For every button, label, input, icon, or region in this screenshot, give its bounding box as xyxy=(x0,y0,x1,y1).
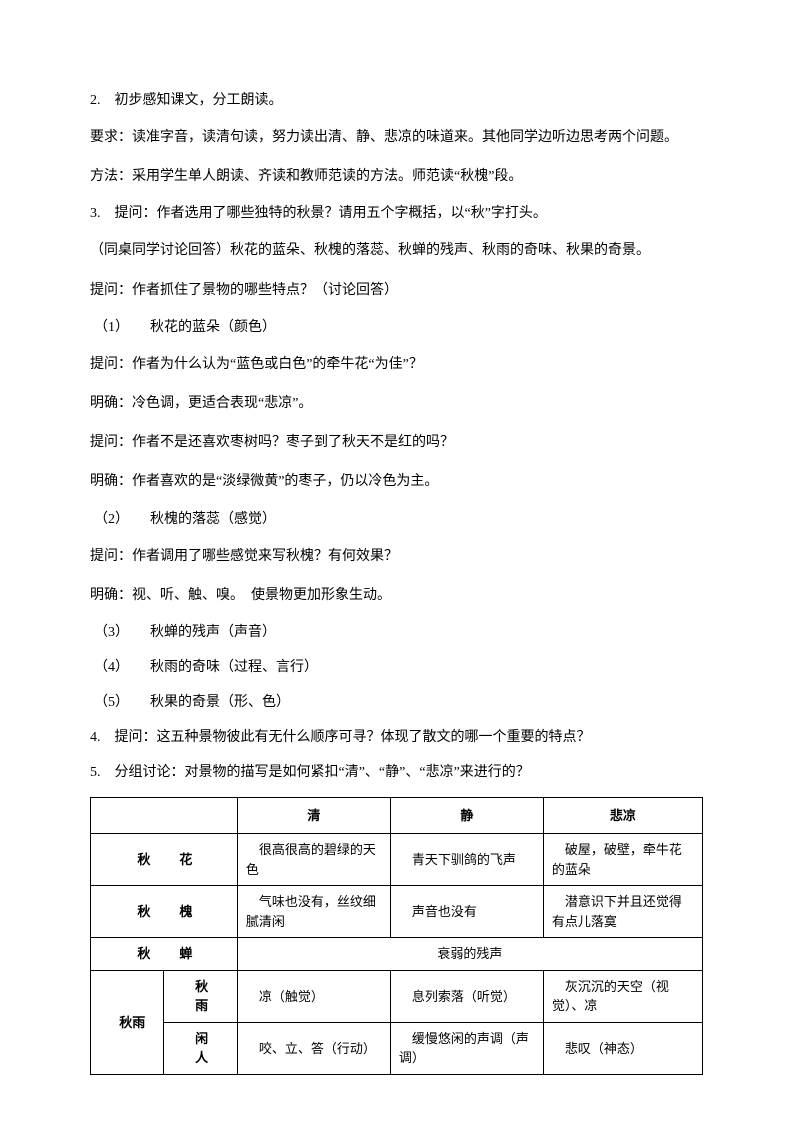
row-label-xianren: 闲 人 xyxy=(164,1022,237,1074)
cell-qiuhua-qing: 很高很高的碧绿的天色 xyxy=(237,834,390,886)
question-features: 提问：作者抓住了景物的哪些特点？（讨论回答） xyxy=(90,278,703,303)
cell-qiuhua-jing: 青天下驯鸽的飞声 xyxy=(390,834,543,886)
table-header-row: 清 静 悲凉 xyxy=(91,797,703,834)
sub-item-1: （1） 秋花的蓝朵（颜色） xyxy=(90,317,703,338)
method-line: 方法：采用学生单人朗读、齐读和教师范读的方法。师范读“秋槐”段。 xyxy=(90,164,703,189)
answer-jujube: 明确：作者喜欢的是“淡绿微黄”的枣子，仍以冷色为主。 xyxy=(90,469,703,494)
row-label-qiuyu-inner: 秋 雨 xyxy=(164,970,237,1022)
analysis-table: 清 静 悲凉 秋 花 很高很高的碧绿的天色 青天下驯鸽的飞声 破屋，破壁，牵牛花… xyxy=(90,797,703,1075)
cell-xianren-qing: 咬、立、答（行动） xyxy=(237,1022,390,1074)
table-row-qiuhuai: 秋 槐 气味也没有，丝纹细腻清闲 声音也没有 潜意识下并且还觉得有点儿落寞 xyxy=(91,886,703,938)
item-5: 5. 分组讨论：对景物的描写是如何紧扣“清”、“静”、“悲凉”来进行的？ xyxy=(90,762,703,783)
header-beiliang: 悲凉 xyxy=(543,797,702,834)
cell-qiuhuai-qing: 气味也没有，丝纹细腻清闲 xyxy=(237,886,390,938)
item-2: 2. 初步感知课文，分工朗读。 xyxy=(90,90,703,111)
cell-qiuhuai-jing: 声音也没有 xyxy=(390,886,543,938)
sub-item-5: （5） 秋果的奇景（形、色） xyxy=(90,692,703,713)
cell-qiuyu-beiliang: 灰沉沉的天空（视觉）、凉 xyxy=(543,970,702,1022)
question-senses: 提问：作者调用了哪些感觉来写秋槐？有何效果？ xyxy=(90,544,703,569)
answer-senses: 明确：视、听、触、嗅。 使景物更加形象生动。 xyxy=(90,583,703,608)
question-jujube: 提问：作者不是还喜欢枣树吗？枣子到了秋天不是红的吗？ xyxy=(90,430,703,455)
discussion-answer: （同桌同学讨论回答）秋花的蓝朵、秋槐的落蕊、秋蝉的残声、秋雨的奇味、秋果的奇景。 xyxy=(90,238,703,263)
cell-qiuhuai-beiliang: 潜意识下并且还觉得有点儿落寞 xyxy=(543,886,702,938)
sub-item-4: （4） 秋雨的奇味（过程、言行） xyxy=(90,657,703,678)
sub-item-3: （3） 秋蝉的残声（声音） xyxy=(90,622,703,643)
cell-qiuchan-merged: 衰弱的残声 xyxy=(237,938,702,971)
cell-xianren-jing: 缓慢悠闲的声调（声调） xyxy=(390,1022,543,1074)
sub-item-2: （2） 秋槐的落蕊（感觉） xyxy=(90,509,703,530)
row-label-qiuhua: 秋 花 xyxy=(91,834,238,886)
question-blue-white: 提问：作者为什么认为“蓝色或白色”的牵牛花“为佳”？ xyxy=(90,352,703,377)
cell-qiuyu-jing: 息列索落（听觉） xyxy=(390,970,543,1022)
row-label-qiuchan: 秋 蝉 xyxy=(91,938,238,971)
answer-cold-tone: 明确：冷色调，更适合表现“悲凉”。 xyxy=(90,391,703,416)
cell-qiuhua-beiliang: 破屋，破壁，牵牛花的蓝朵 xyxy=(543,834,702,886)
table-row-xianren: 闲 人 咬、立、答（行动） 缓慢悠闲的声调（声调） 悲叹（神态） xyxy=(91,1022,703,1074)
table-row-qiuyu: 秋雨 秋 雨 凉（触觉） 息列索落（听觉） 灰沉沉的天空（视觉）、凉 xyxy=(91,970,703,1022)
item-4: 4. 提问：这五种景物彼此有无什么顺序可寻？体现了散文的哪一个重要的特点？ xyxy=(90,727,703,748)
row-label-qiuhuai: 秋 槐 xyxy=(91,886,238,938)
requirement-line: 要求：读准字音，读清句读，努力读出清、静、悲凉的味道来。其他同学边听边思考两个问… xyxy=(90,125,703,150)
table-row-qiuchan: 秋 蝉 衰弱的残声 xyxy=(91,938,703,971)
cell-qiuyu-qing: 凉（触觉） xyxy=(237,970,390,1022)
table-row-qiuhua: 秋 花 很高很高的碧绿的天色 青天下驯鸽的飞声 破屋，破壁，牵牛花的蓝朵 xyxy=(91,834,703,886)
header-empty xyxy=(91,797,238,834)
item-3: 3. 提问：作者选用了哪些独特的秋景？请用五个字概括，以“秋”字打头。 xyxy=(90,203,703,224)
cell-xianren-beiliang: 悲叹（神态） xyxy=(543,1022,702,1074)
header-jing: 静 xyxy=(390,797,543,834)
row-label-qiuyu-outer: 秋雨 xyxy=(91,970,164,1074)
header-qing: 清 xyxy=(237,797,390,834)
